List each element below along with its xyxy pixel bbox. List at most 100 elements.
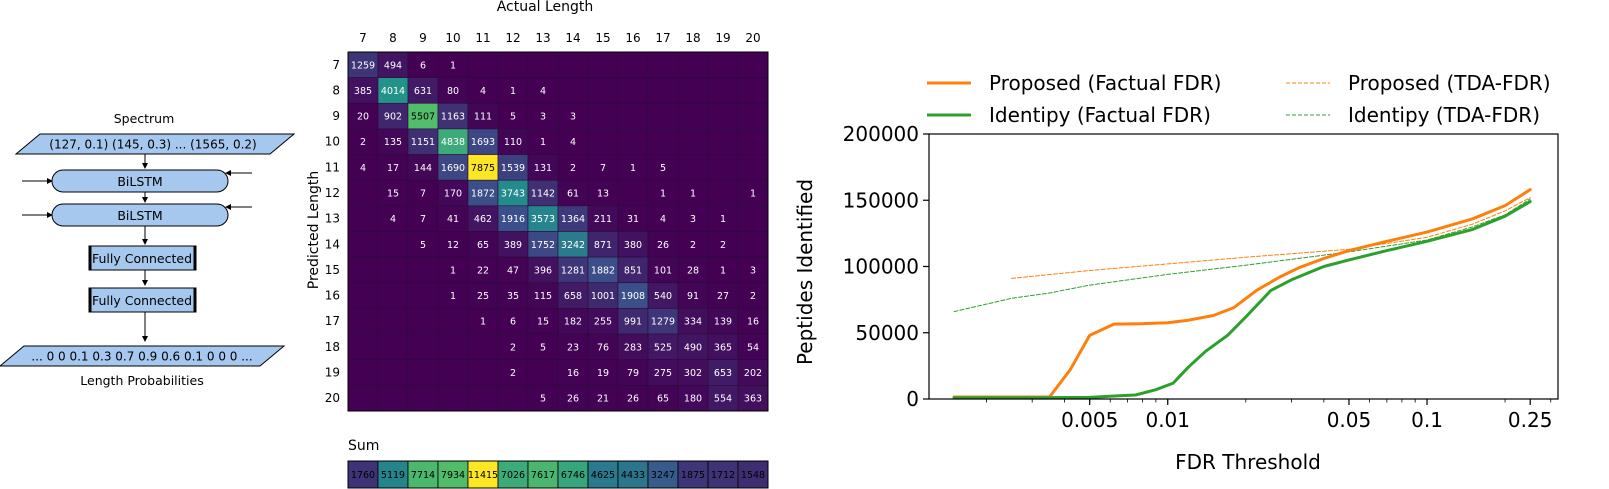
heatmap-cell [467,308,499,335]
heatmap-cell-value: 4014 [381,86,405,97]
series-line-2 [1011,197,1531,279]
heatmap-cell-value: 380 [624,240,642,251]
heatmap-cell [437,128,469,155]
heatmap-cell-value: 15 [537,317,549,328]
sum-cell [407,460,439,489]
heatmap-cell-value: 101 [654,265,672,276]
heatmap-cell-value: 5 [420,240,426,251]
heatmap-cell [467,102,499,130]
heatmap-cell-value: 4838 [441,137,465,148]
heatmap-x-ticks: 7 8 9 10 11 12 13 14 15 16 17 18 19 20 [359,31,760,45]
heatmap-x-tick: 17 [655,31,670,45]
x-tick-label: 0.01 [1145,408,1190,432]
heatmap-cell [647,128,679,155]
heatmap-cell [617,333,649,360]
y-tick-label: 150000 [843,188,919,212]
heatmap-cell-value: 17 [387,163,399,174]
heatmap-cell [557,205,589,232]
heatmap-cell [737,128,769,155]
heatmap-cell [587,282,619,309]
heatmap-cell [737,385,769,412]
heatmap-cell [407,205,439,232]
heatmap-cell-value: 1 [750,189,756,200]
heatmap-y-tick: 18 [325,340,340,354]
heatmap-cell [497,359,529,386]
legend-label: Proposed (Factual FDR) [989,71,1221,95]
heatmap-cell-value: 1882 [591,265,615,276]
heatmap-cell-value: 653 [714,368,732,379]
heatmap-x-tick: 9 [419,31,427,45]
heatmap-cell [677,205,709,232]
sum-cell [557,460,589,489]
heatmap-cell-value: 7875 [471,163,495,174]
heatmap-cell-value: 3 [690,214,696,225]
heatmap-cell [617,231,649,258]
heatmap-cell-value: 385 [354,86,372,97]
heatmap-cell-value: 41 [447,214,459,225]
x-tick-label: 0.25 [1508,408,1553,432]
heatmap-cell-value: 19 [597,368,609,379]
heatmap-cell [437,154,469,181]
heatmap-cell [527,385,559,412]
architecture-diagram: Spectrum (127, 0.1) (145, 0.3) ... (1565… [0,111,296,388]
heatmap-cell [467,77,499,104]
heatmap-cell-value: 1908 [621,291,645,302]
heatmap-y-tick: 13 [325,212,340,226]
sum-cell-value: 7714 [411,470,435,481]
sum-cell-value: 11415 [468,470,498,481]
heatmap-x-tick: 10 [445,31,460,45]
bilstm-layer-1-label: BiLSTM [117,174,162,189]
heatmap-x-tick: 16 [625,31,640,45]
heatmap-cell-value: 396 [534,265,552,276]
heatmap-y-tick: 10 [325,135,340,149]
heatmap-x-tick: 11 [475,31,490,45]
legend-label: Proposed (TDA-FDR) [1348,71,1551,95]
heatmap-cell [437,179,469,207]
heatmap-cell [377,154,409,181]
heatmap-y-tick: 20 [325,391,340,405]
heatmap-cell-value: 255 [594,317,612,328]
heatmap-cell-value: 26 [657,240,669,251]
heatmap-cell-value: 2 [750,291,756,302]
heatmap-cell-value: 144 [414,163,432,174]
heatmap-y-tick: 12 [325,186,340,200]
heatmap-cell [707,205,739,232]
heatmap-cell-value: 110 [504,137,522,148]
heatmap-cell [617,256,649,284]
heatmap-cell [737,308,769,335]
heatmap-cell [527,77,559,104]
heatmap-cell [647,179,679,207]
heatmap-cell [677,231,709,258]
heatmap-cell [377,282,409,309]
heatmap-cell-value: 490 [684,342,702,353]
heatmap-y-tick: 7 [332,58,340,72]
heatmap-cell-value: 180 [684,394,702,405]
heatmap-y-tick: 14 [325,237,340,251]
heatmap-cell [497,282,529,309]
heatmap-cell [647,282,679,309]
heatmap-cell-value: 211 [594,214,612,225]
sum-cell-value: 5119 [381,470,405,481]
heatmap-cell-value: 31 [627,214,639,225]
series-line-3 [953,198,1531,313]
heatmap-cell [677,154,709,181]
output-value: ... 0 0 0.1 0.3 0.7 0.9 0.6 0.1 0 0 0 ..… [31,350,252,364]
heatmap-cell [677,308,709,335]
heatmap-cell-value: 5 [660,163,666,174]
heatmap-cell-value: 1001 [591,291,615,302]
heatmap-cell [557,128,589,155]
heatmap-cell [527,308,559,335]
heatmap-cell-value: 7 [420,214,426,225]
heatmap-cell-value: 23 [567,342,579,353]
heatmap-cell-value: 170 [444,189,462,200]
heatmap-frame [347,51,769,412]
heatmap-cell-value: 26 [567,394,579,405]
heatmap-cell [737,179,769,207]
heatmap-cell-value: 2 [360,137,366,148]
heatmap-cell [527,179,559,207]
heatmap-cell-value: 6 [420,60,426,71]
heatmap-cell [707,77,739,104]
heatmap-cell [737,282,769,309]
heatmap-cell-value: 115 [534,291,552,302]
